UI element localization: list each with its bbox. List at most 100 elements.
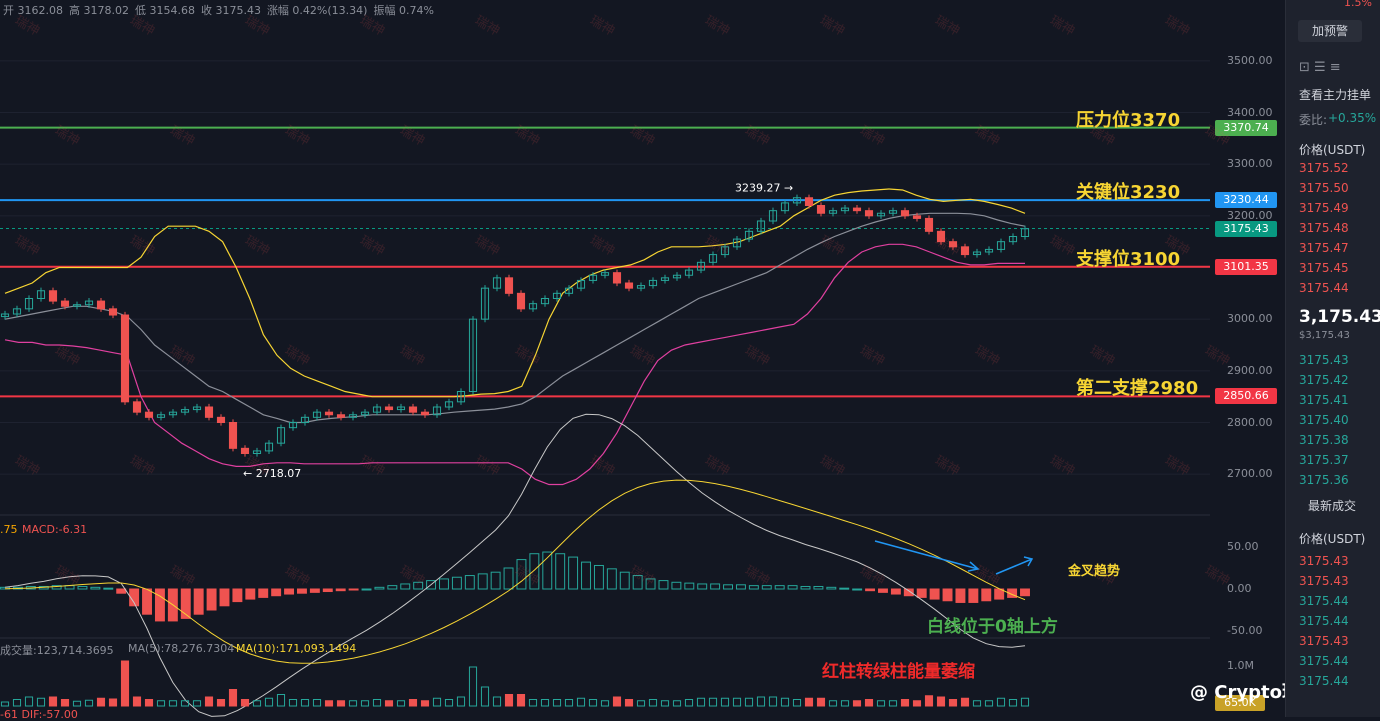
candle-body bbox=[480, 287, 490, 320]
candle-body bbox=[456, 391, 466, 403]
macd-bar bbox=[697, 583, 708, 590]
macd-bar bbox=[296, 588, 307, 594]
candle-body bbox=[732, 238, 742, 248]
macd-bar bbox=[374, 586, 385, 590]
macd-bar bbox=[890, 588, 901, 595]
volume-bar bbox=[384, 700, 394, 707]
trade-row[interactable]: 3175.44 bbox=[1299, 674, 1349, 688]
orderbook-title[interactable]: 查看主力挂单 bbox=[1299, 88, 1372, 102]
volume-bar bbox=[168, 700, 178, 707]
candle-body bbox=[840, 207, 850, 212]
volume-bar bbox=[504, 694, 514, 707]
macd-bar bbox=[400, 583, 411, 590]
macd-bar bbox=[839, 587, 850, 590]
current-price-label: 3175.43 bbox=[1215, 220, 1277, 237]
candle-body bbox=[288, 422, 298, 429]
macd-bar bbox=[968, 588, 979, 603]
macd-bar bbox=[981, 588, 992, 602]
bid-row[interactable]: 3175.40 bbox=[1299, 413, 1349, 427]
volume-bar bbox=[228, 689, 238, 707]
candle-body bbox=[708, 254, 718, 263]
level-price-label: 3370.74 bbox=[1215, 119, 1277, 136]
candle-body bbox=[120, 314, 130, 403]
orderbook-view-icons[interactable]: ⊡ ☰ ≡ bbox=[1299, 60, 1341, 75]
volume-bar bbox=[84, 699, 94, 707]
volume-bar bbox=[300, 699, 310, 707]
macd-bar bbox=[593, 564, 604, 590]
macd-bar bbox=[309, 588, 320, 593]
bid-row[interactable]: 3175.37 bbox=[1299, 453, 1349, 467]
volume-ma10: MA(10):171,093.1494 bbox=[236, 642, 357, 655]
macd-bar bbox=[645, 578, 656, 590]
macd-axis-tick: -50.00 bbox=[1227, 624, 1263, 637]
candle-body bbox=[720, 246, 730, 256]
volume-bar bbox=[816, 697, 826, 707]
macd-axis-tick: 0.00 bbox=[1227, 582, 1252, 595]
amplitude-value: 振幅 0.74% bbox=[373, 4, 434, 17]
volume-bar bbox=[564, 699, 574, 707]
ask-row[interactable]: 3175.52 bbox=[1299, 161, 1349, 175]
macd-bar bbox=[451, 576, 462, 590]
macd-axis-tick: 50.00 bbox=[1227, 540, 1259, 553]
trend-arrow-up-head bbox=[1023, 556, 1034, 567]
candle-body bbox=[396, 406, 406, 411]
trade-row[interactable]: 3175.44 bbox=[1299, 654, 1349, 668]
bid-row[interactable]: 3175.36 bbox=[1299, 473, 1349, 487]
volume-bar bbox=[576, 697, 586, 707]
candle-body bbox=[672, 274, 682, 279]
volume-bar bbox=[588, 699, 598, 707]
bottom-dif: -61 DIF:-57.00 bbox=[0, 708, 78, 721]
bid-row[interactable]: 3175.42 bbox=[1299, 373, 1349, 387]
price-axis-tick: 2800.00 bbox=[1227, 415, 1273, 429]
trend-arrow-down-head bbox=[967, 561, 980, 572]
volume-bar bbox=[696, 697, 706, 707]
candle-body bbox=[612, 272, 622, 284]
trades-title: 最新成交 bbox=[1308, 499, 1357, 513]
bid-row[interactable]: 3175.38 bbox=[1299, 433, 1349, 447]
trade-row[interactable]: 3175.43 bbox=[1299, 634, 1349, 648]
macd-bar bbox=[142, 588, 152, 615]
volume-bar bbox=[1020, 697, 1030, 707]
ask-row[interactable]: 3175.50 bbox=[1299, 181, 1349, 195]
candle-body bbox=[564, 287, 574, 294]
chart-area[interactable]: 3239.27 → ← 2718.07 bbox=[0, 0, 1285, 717]
macd-bar bbox=[632, 575, 643, 590]
ask-row[interactable]: 3175.49 bbox=[1299, 201, 1349, 215]
level-annotation: 支撑位3100 bbox=[1076, 248, 1181, 270]
candle-body bbox=[636, 285, 646, 289]
volume-bar bbox=[708, 697, 718, 707]
trade-row[interactable]: 3175.44 bbox=[1299, 594, 1349, 608]
volume-bar bbox=[480, 686, 490, 707]
ask-row[interactable]: 3175.48 bbox=[1299, 221, 1349, 235]
last-price-usd: $3,175.43 bbox=[1299, 330, 1350, 341]
volume-bar bbox=[744, 697, 754, 707]
trade-row[interactable]: 3175.44 bbox=[1299, 614, 1349, 628]
ask-row[interactable]: 3175.45 bbox=[1299, 261, 1349, 275]
macd-bar bbox=[193, 588, 204, 615]
candle-body bbox=[468, 318, 478, 392]
volume-axis-tick: 1.0M bbox=[1227, 659, 1254, 672]
high-marker: 3239.27 → bbox=[735, 182, 793, 195]
candle-body bbox=[276, 427, 286, 444]
price-axis-tick: 3000.00 bbox=[1227, 312, 1273, 326]
macd-bar bbox=[258, 588, 269, 598]
ask-row[interactable]: 3175.44 bbox=[1299, 281, 1349, 295]
trade-row[interactable]: 3175.43 bbox=[1299, 554, 1349, 568]
macd-bar bbox=[322, 588, 333, 593]
candle-body bbox=[60, 300, 70, 307]
trade-row[interactable]: 3175.43 bbox=[1299, 574, 1349, 588]
alert-button[interactable]: 加预警 bbox=[1298, 20, 1362, 42]
bid-row[interactable]: 3175.43 bbox=[1299, 353, 1349, 367]
candle-body bbox=[432, 406, 442, 416]
macd-bar bbox=[503, 567, 514, 590]
candle-body bbox=[324, 411, 334, 416]
candle-body bbox=[300, 416, 310, 424]
ask-row[interactable]: 3175.47 bbox=[1299, 241, 1349, 255]
macd-bar bbox=[206, 588, 217, 611]
bid-row[interactable]: 3175.41 bbox=[1299, 393, 1349, 407]
volume-bar bbox=[972, 700, 982, 707]
macd-bar bbox=[180, 588, 191, 619]
candle-body bbox=[72, 304, 82, 307]
sidebar-top-text: 1.5% bbox=[1344, 0, 1372, 9]
bollinger-bb-lower bbox=[4, 243, 1025, 486]
